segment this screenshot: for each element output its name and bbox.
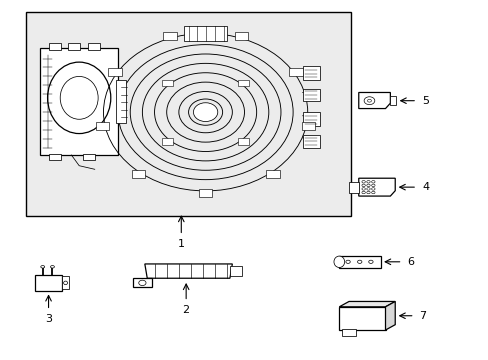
Ellipse shape: [371, 191, 374, 194]
Bar: [35, 275, 62, 291]
Text: 3: 3: [45, 314, 52, 324]
Polygon shape: [40, 48, 118, 155]
Ellipse shape: [361, 188, 365, 190]
Text: 4: 4: [421, 182, 428, 192]
Bar: [229, 266, 242, 276]
Bar: [238, 80, 248, 86]
Text: 7: 7: [419, 311, 426, 321]
Bar: [302, 112, 319, 126]
Bar: [301, 122, 315, 130]
Ellipse shape: [50, 266, 54, 268]
Polygon shape: [132, 278, 152, 287]
Bar: [163, 32, 176, 40]
Bar: [234, 32, 247, 40]
Bar: [341, 329, 356, 337]
Ellipse shape: [139, 280, 146, 285]
Ellipse shape: [364, 97, 374, 105]
Bar: [339, 256, 380, 267]
Bar: [131, 170, 145, 178]
Polygon shape: [358, 93, 389, 109]
Bar: [116, 80, 126, 123]
Ellipse shape: [47, 62, 111, 134]
Bar: [68, 43, 80, 50]
Polygon shape: [339, 301, 394, 307]
Ellipse shape: [193, 103, 217, 122]
Ellipse shape: [333, 256, 344, 267]
Bar: [96, 122, 109, 130]
Ellipse shape: [366, 191, 369, 194]
Ellipse shape: [345, 260, 349, 264]
Ellipse shape: [63, 281, 67, 285]
Ellipse shape: [371, 180, 374, 183]
Bar: [238, 138, 248, 144]
Polygon shape: [144, 264, 232, 278]
Ellipse shape: [368, 260, 372, 264]
Bar: [183, 26, 227, 41]
Bar: [199, 189, 212, 197]
Bar: [302, 89, 319, 102]
Ellipse shape: [371, 188, 374, 190]
Text: 6: 6: [407, 257, 413, 267]
Ellipse shape: [361, 184, 365, 186]
Text: 2: 2: [182, 305, 189, 315]
Bar: [162, 138, 173, 144]
Bar: [49, 43, 61, 50]
Ellipse shape: [366, 180, 369, 183]
Bar: [289, 68, 303, 76]
Bar: [339, 307, 385, 330]
Ellipse shape: [361, 180, 365, 183]
Text: 5: 5: [421, 96, 428, 106]
Ellipse shape: [357, 260, 361, 264]
Bar: [389, 96, 395, 105]
Bar: [62, 276, 69, 289]
Ellipse shape: [41, 266, 44, 268]
Text: 1: 1: [178, 239, 184, 249]
Bar: [83, 154, 95, 159]
Ellipse shape: [371, 184, 374, 186]
Ellipse shape: [367, 99, 371, 102]
Ellipse shape: [366, 188, 369, 190]
Polygon shape: [358, 178, 394, 196]
Polygon shape: [26, 12, 351, 216]
Bar: [49, 154, 61, 159]
Ellipse shape: [366, 184, 369, 186]
Bar: [162, 80, 173, 86]
Ellipse shape: [361, 191, 365, 194]
Bar: [348, 182, 358, 193]
Bar: [88, 43, 100, 50]
Polygon shape: [385, 301, 394, 330]
Bar: [108, 68, 122, 76]
Bar: [302, 135, 319, 148]
Ellipse shape: [60, 76, 98, 119]
Bar: [265, 170, 279, 178]
Bar: [302, 66, 319, 80]
